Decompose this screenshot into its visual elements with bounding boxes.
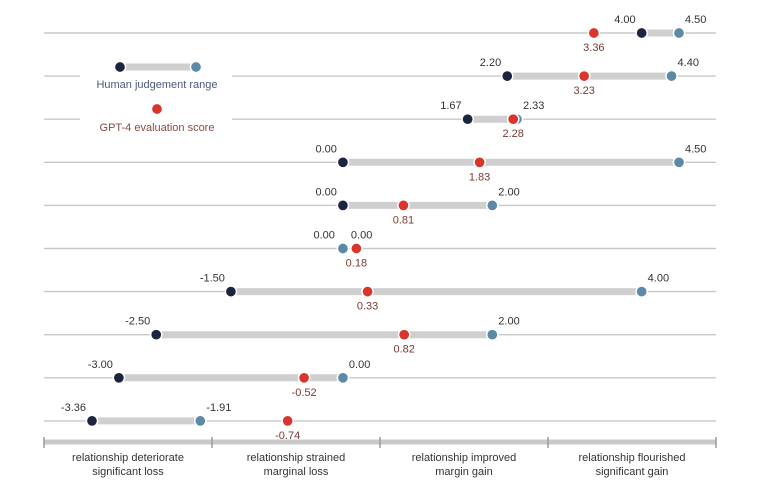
category-label-line1: relationship deteriorate bbox=[72, 452, 184, 464]
category-label-line1: relationship strained bbox=[247, 452, 345, 464]
high-point bbox=[635, 285, 649, 298]
category-axis: relationship deteriorate significant loss… bbox=[43, 437, 717, 478]
row-4: 0.00 2.00 0.81 bbox=[44, 186, 716, 226]
legend-item-point: GPT-4 evaluation score bbox=[100, 102, 215, 134]
row-3: 0.00 4.50 1.83 bbox=[44, 143, 716, 183]
row-0: 4.00 4.50 3.36 bbox=[44, 14, 716, 54]
low-label: 0.00 bbox=[316, 186, 337, 198]
high-point bbox=[193, 414, 207, 428]
high-point bbox=[672, 155, 686, 169]
low-label: -2.50 bbox=[125, 316, 150, 328]
category-label-line1: relationship improved bbox=[412, 452, 517, 464]
category-label-line2: margin gain bbox=[435, 466, 492, 478]
low-point bbox=[336, 155, 350, 169]
legend-high-point bbox=[189, 60, 203, 74]
row-6: -1.50 4.00 0.33 bbox=[44, 273, 716, 313]
gpt-point bbox=[350, 242, 363, 255]
row-9: -3.36 -1.91 -0.74 bbox=[44, 402, 716, 442]
row-5: 0.00 0.00 0.18 bbox=[44, 230, 716, 270]
category-label-line2: significant loss bbox=[92, 466, 164, 478]
low-label: 4.00 bbox=[614, 14, 635, 26]
legend-label: GPT-4 evaluation score bbox=[100, 122, 215, 134]
high-point bbox=[485, 199, 499, 212]
gpt-label: 1.83 bbox=[469, 171, 490, 183]
high-label: 4.50 bbox=[685, 143, 706, 155]
low-label: 2.20 bbox=[480, 57, 501, 69]
gpt-point bbox=[506, 112, 520, 126]
high-label: -1.91 bbox=[206, 402, 231, 414]
low-point bbox=[149, 328, 163, 342]
low-label: -3.00 bbox=[88, 359, 113, 371]
high-label: 4.40 bbox=[678, 57, 699, 69]
legend-gpt-point bbox=[150, 102, 164, 116]
category-label-line1: relationship flourished bbox=[578, 452, 685, 464]
legend: Human judgement range GPT-4 evaluation sc… bbox=[96, 60, 218, 134]
row-8: -3.00 0.00 -0.52 bbox=[44, 359, 716, 399]
category-label-line2: marginal loss bbox=[264, 466, 329, 478]
gpt-label: 0.81 bbox=[393, 214, 414, 226]
gpt-point bbox=[577, 69, 591, 83]
legend-low-point bbox=[113, 60, 127, 74]
gpt-point bbox=[587, 26, 601, 40]
legend-item-range: Human judgement range bbox=[96, 60, 218, 91]
low-point bbox=[112, 371, 126, 385]
low-label: -1.50 bbox=[200, 273, 225, 285]
low-point bbox=[85, 414, 99, 428]
low-point bbox=[635, 26, 649, 40]
gpt-point bbox=[397, 328, 411, 342]
high-label: 2.00 bbox=[498, 316, 519, 328]
row-7: -2.50 2.00 0.82 bbox=[44, 316, 716, 356]
gpt-point bbox=[361, 285, 374, 298]
gpt-label: 0.82 bbox=[393, 344, 414, 356]
low-label: 1.67 bbox=[440, 100, 461, 112]
row-2: 1.67 2.33 2.28 bbox=[44, 100, 716, 140]
high-label: 0.00 bbox=[349, 359, 370, 371]
high-point bbox=[336, 242, 350, 255]
high-label: 4.00 bbox=[648, 273, 669, 285]
low-label: 0.00 bbox=[316, 143, 337, 155]
low-point bbox=[336, 199, 350, 212]
high-label: 0.00 bbox=[351, 230, 372, 242]
gpt-label: 0.18 bbox=[346, 258, 367, 270]
low-label: 0.00 bbox=[314, 230, 335, 242]
high-label: 2.33 bbox=[523, 100, 544, 112]
gpt-point bbox=[473, 155, 486, 169]
low-label: -3.36 bbox=[61, 402, 86, 414]
row-1: 2.20 4.40 3.23 bbox=[44, 57, 716, 97]
low-point bbox=[224, 285, 238, 298]
gpt-label: 3.36 bbox=[583, 42, 604, 54]
gpt-label: 0.33 bbox=[357, 301, 378, 313]
high-point bbox=[672, 26, 686, 40]
gpt-point bbox=[297, 371, 311, 385]
high-label: 2.00 bbox=[498, 186, 519, 198]
gpt-label: -0.74 bbox=[275, 430, 300, 442]
high-label: 4.50 bbox=[685, 14, 706, 26]
low-point bbox=[461, 112, 475, 126]
high-point bbox=[485, 328, 499, 342]
rows-layer: 4.00 4.50 3.36 2.20 4.40 3.23 1.67 2.33 2.28 0.00… bbox=[44, 14, 716, 442]
high-point bbox=[665, 69, 678, 83]
gpt-label: 3.23 bbox=[573, 85, 594, 97]
legend-label: Human judgement range bbox=[96, 79, 217, 91]
gpt-label: 2.28 bbox=[502, 128, 523, 140]
gpt-point bbox=[397, 199, 410, 212]
low-point bbox=[500, 69, 514, 83]
category-label-line2: significant gain bbox=[596, 466, 669, 478]
high-point bbox=[336, 371, 350, 385]
gpt-label: -0.52 bbox=[292, 387, 317, 399]
gpt-point bbox=[281, 414, 295, 428]
